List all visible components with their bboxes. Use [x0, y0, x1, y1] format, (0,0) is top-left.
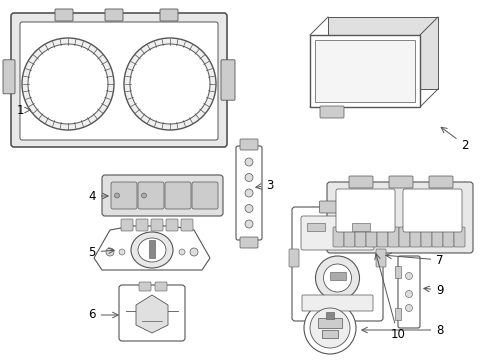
Bar	[351, 223, 369, 231]
FancyBboxPatch shape	[387, 227, 398, 247]
FancyBboxPatch shape	[428, 176, 452, 188]
Bar	[317, 318, 341, 328]
Ellipse shape	[131, 232, 173, 268]
FancyBboxPatch shape	[111, 182, 137, 209]
Bar	[321, 330, 337, 338]
FancyBboxPatch shape	[121, 219, 133, 231]
Circle shape	[304, 302, 355, 354]
FancyBboxPatch shape	[155, 282, 167, 291]
Circle shape	[179, 249, 184, 255]
FancyBboxPatch shape	[181, 219, 193, 231]
Bar	[394, 308, 400, 320]
Circle shape	[244, 158, 252, 166]
Polygon shape	[327, 17, 437, 89]
FancyBboxPatch shape	[291, 207, 382, 321]
FancyBboxPatch shape	[398, 227, 409, 247]
FancyBboxPatch shape	[335, 189, 394, 232]
FancyBboxPatch shape	[160, 9, 178, 21]
Bar	[325, 312, 333, 319]
FancyBboxPatch shape	[105, 9, 123, 21]
Circle shape	[190, 248, 198, 256]
Circle shape	[244, 220, 252, 228]
Circle shape	[309, 308, 349, 348]
Circle shape	[114, 193, 119, 198]
FancyBboxPatch shape	[20, 22, 218, 140]
FancyBboxPatch shape	[343, 227, 354, 247]
Bar	[314, 40, 414, 102]
FancyBboxPatch shape	[221, 60, 235, 100]
FancyBboxPatch shape	[301, 216, 373, 250]
Circle shape	[119, 249, 125, 255]
Polygon shape	[94, 226, 209, 270]
Text: 4: 4	[88, 189, 108, 202]
FancyBboxPatch shape	[3, 60, 15, 94]
Text: 1: 1	[16, 104, 30, 117]
FancyBboxPatch shape	[420, 227, 431, 247]
Circle shape	[323, 264, 351, 292]
FancyBboxPatch shape	[365, 227, 376, 247]
Text: 5: 5	[88, 246, 114, 258]
Circle shape	[244, 204, 252, 212]
FancyBboxPatch shape	[288, 249, 298, 267]
FancyBboxPatch shape	[348, 176, 372, 188]
Polygon shape	[136, 295, 168, 333]
FancyBboxPatch shape	[442, 227, 453, 247]
Bar	[149, 240, 155, 258]
Text: 10: 10	[374, 254, 405, 342]
Circle shape	[405, 291, 412, 297]
FancyBboxPatch shape	[388, 176, 412, 188]
FancyBboxPatch shape	[151, 219, 163, 231]
Ellipse shape	[138, 238, 165, 262]
FancyBboxPatch shape	[302, 295, 372, 311]
Circle shape	[405, 273, 412, 279]
Ellipse shape	[28, 44, 108, 124]
Circle shape	[405, 305, 412, 311]
Text: 9: 9	[423, 284, 443, 297]
Ellipse shape	[124, 38, 216, 130]
FancyBboxPatch shape	[136, 219, 148, 231]
Text: 7: 7	[385, 253, 443, 266]
FancyBboxPatch shape	[354, 227, 365, 247]
Text: 2: 2	[440, 127, 468, 152]
FancyBboxPatch shape	[236, 146, 262, 240]
FancyBboxPatch shape	[240, 237, 258, 248]
FancyBboxPatch shape	[431, 227, 442, 247]
FancyBboxPatch shape	[102, 175, 223, 216]
FancyBboxPatch shape	[119, 285, 184, 341]
Circle shape	[141, 193, 146, 198]
FancyBboxPatch shape	[397, 256, 419, 328]
FancyBboxPatch shape	[192, 182, 218, 209]
FancyBboxPatch shape	[139, 282, 151, 291]
Text: 3: 3	[255, 179, 273, 192]
Bar	[394, 266, 400, 278]
FancyBboxPatch shape	[376, 227, 387, 247]
FancyBboxPatch shape	[138, 182, 163, 209]
FancyBboxPatch shape	[165, 219, 178, 231]
Circle shape	[106, 248, 114, 256]
FancyBboxPatch shape	[326, 182, 472, 253]
Bar	[306, 223, 325, 231]
Bar	[329, 272, 345, 280]
Circle shape	[244, 189, 252, 197]
FancyBboxPatch shape	[402, 189, 461, 232]
FancyBboxPatch shape	[332, 227, 343, 247]
FancyBboxPatch shape	[375, 249, 385, 267]
FancyBboxPatch shape	[55, 9, 73, 21]
FancyBboxPatch shape	[240, 139, 258, 150]
FancyBboxPatch shape	[319, 106, 343, 118]
Text: 8: 8	[361, 324, 443, 337]
FancyBboxPatch shape	[319, 201, 355, 213]
Circle shape	[244, 174, 252, 181]
Text: 6: 6	[88, 309, 118, 321]
Circle shape	[315, 256, 359, 300]
FancyBboxPatch shape	[453, 227, 464, 247]
Ellipse shape	[130, 44, 209, 124]
FancyBboxPatch shape	[164, 182, 191, 209]
Ellipse shape	[22, 38, 114, 130]
FancyBboxPatch shape	[409, 227, 420, 247]
FancyBboxPatch shape	[11, 13, 226, 147]
Polygon shape	[309, 35, 419, 107]
